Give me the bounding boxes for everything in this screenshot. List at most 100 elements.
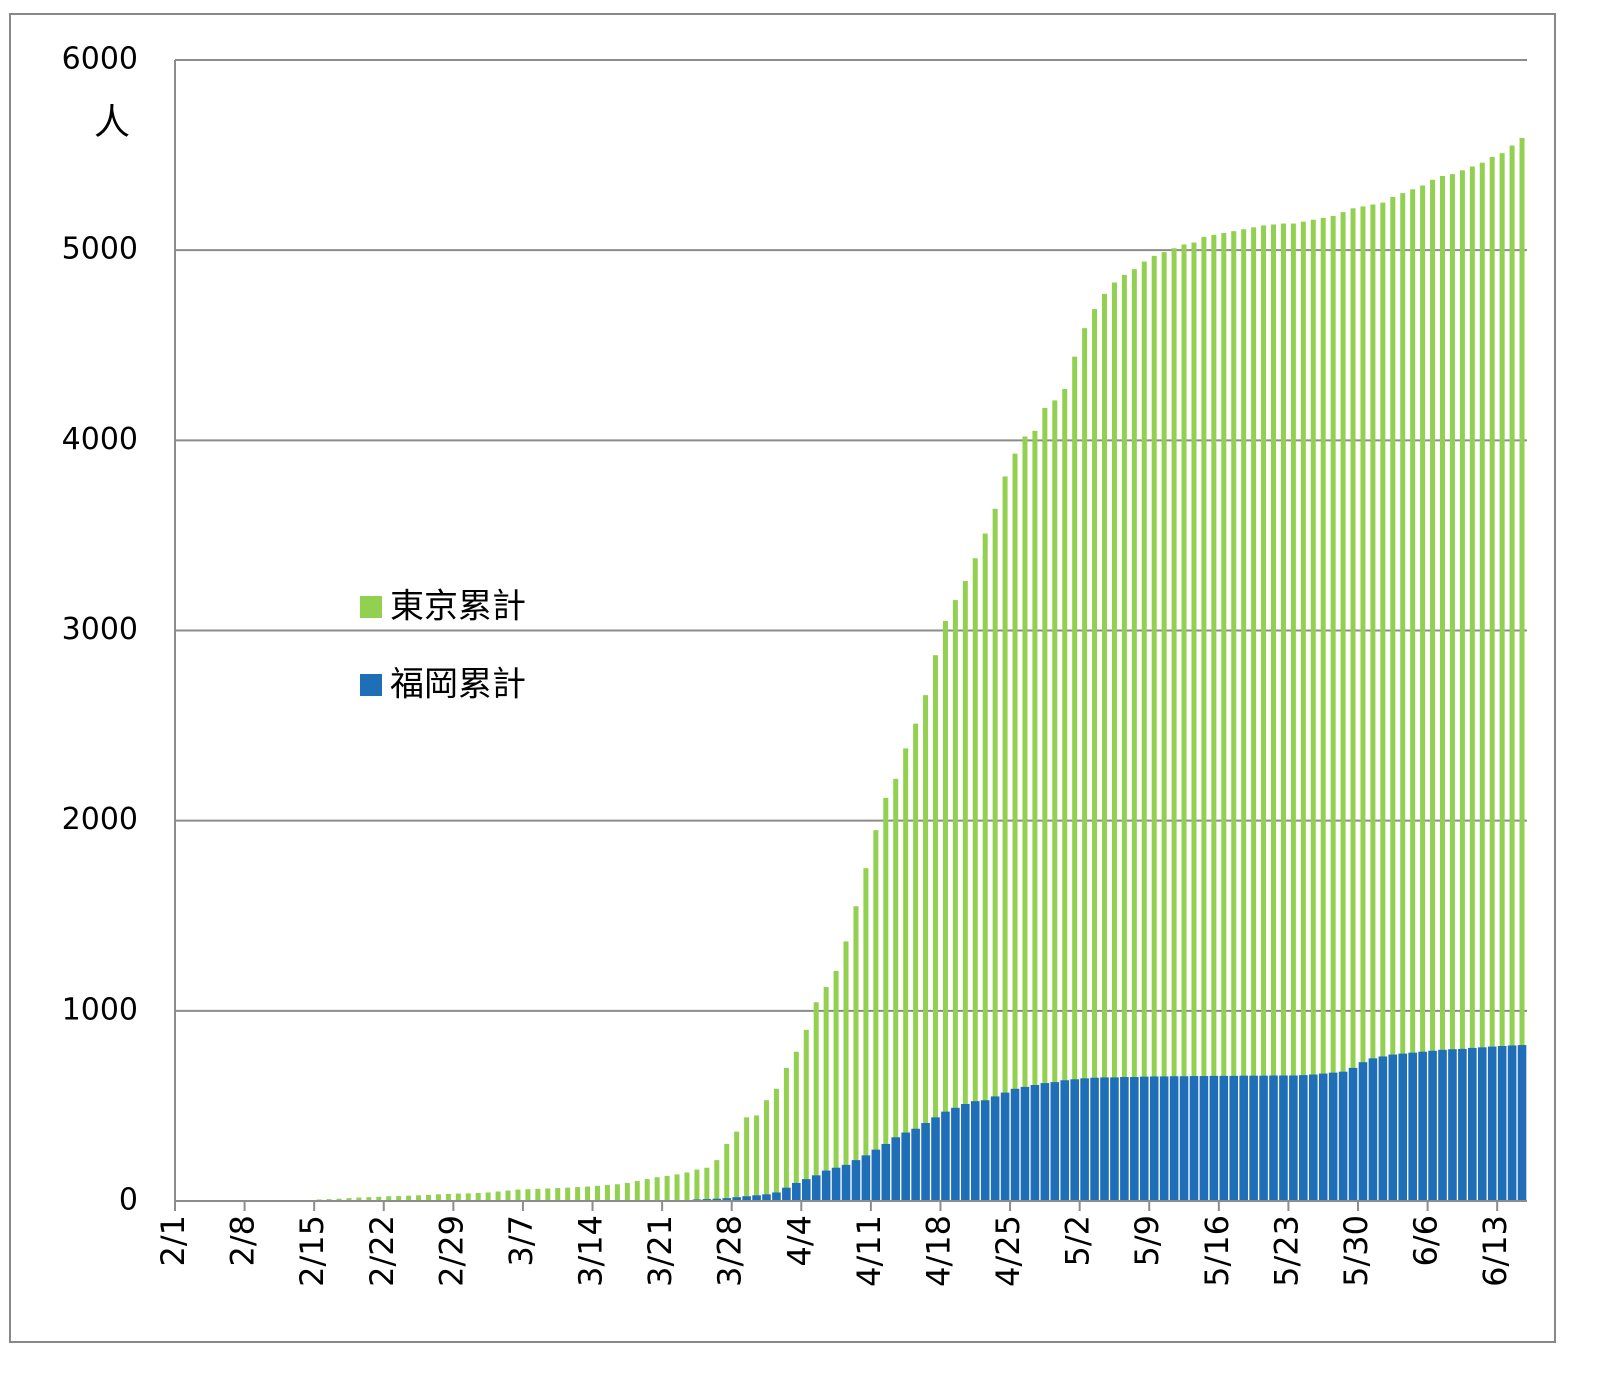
bar (972, 558, 978, 1201)
y-unit: 人 (94, 102, 130, 143)
bar (1000, 1092, 1010, 1201)
bar (1121, 274, 1127, 1202)
bar (1141, 261, 1147, 1201)
legend-label: 東京累計 (390, 587, 526, 627)
bar (1348, 1067, 1358, 1201)
bar (1469, 166, 1475, 1202)
bar (734, 1131, 740, 1201)
bar (684, 1172, 690, 1201)
bar (1280, 223, 1286, 1201)
bar (1458, 1048, 1467, 1201)
bar (754, 1115, 760, 1201)
y-tick-label: 1000 (62, 992, 138, 1027)
bar (942, 620, 948, 1201)
bar (1139, 1076, 1149, 1201)
bar (1052, 400, 1058, 1202)
bar (1100, 1077, 1109, 1201)
bar (772, 1192, 781, 1201)
bar (1410, 189, 1416, 1201)
bar (752, 1195, 761, 1201)
bar (1398, 1053, 1408, 1201)
bar (893, 778, 899, 1201)
bar (831, 1167, 841, 1201)
bar (1368, 1058, 1378, 1201)
bar (933, 655, 938, 1201)
y-tick-label: 6000 (62, 42, 138, 77)
bar (1300, 221, 1306, 1201)
bar (535, 1188, 541, 1201)
bar (545, 1188, 551, 1201)
bar (901, 1132, 910, 1201)
bar (823, 987, 829, 1201)
x-tick-label: 4/4 (780, 1215, 818, 1267)
bar (1151, 255, 1157, 1201)
bar (1042, 408, 1048, 1201)
bar (1360, 206, 1366, 1201)
bar (1241, 229, 1247, 1201)
bar (356, 1197, 362, 1201)
bar (941, 1111, 950, 1201)
bar (1020, 1086, 1030, 1201)
bar (1517, 1045, 1527, 1201)
x-tick-label: 2/1 (154, 1215, 192, 1267)
bar (1060, 1080, 1070, 1201)
bar (1199, 1076, 1209, 1201)
bar (1130, 1077, 1139, 1201)
bar (732, 1197, 741, 1201)
bar (843, 941, 849, 1201)
bar (515, 1189, 521, 1201)
bar (1002, 476, 1008, 1202)
bar (704, 1167, 710, 1201)
bar (1509, 145, 1515, 1202)
x-tick-label: 6/13 (1476, 1215, 1514, 1287)
bar (1408, 1052, 1417, 1201)
bar (1507, 1045, 1517, 1201)
bar (1092, 309, 1098, 1201)
bar (644, 1179, 650, 1201)
bar (624, 1182, 630, 1201)
bar (1189, 1076, 1199, 1201)
bar (1489, 156, 1495, 1202)
bar (1251, 227, 1257, 1201)
bar (811, 1175, 821, 1201)
bar (1497, 1046, 1507, 1201)
bar (873, 830, 879, 1201)
bar (664, 1175, 670, 1201)
bar (970, 1101, 980, 1201)
bar (1261, 225, 1267, 1201)
bar (982, 533, 988, 1201)
bar (1050, 1082, 1060, 1201)
bar (1330, 215, 1336, 1202)
bar (1290, 223, 1296, 1201)
bar (525, 1189, 531, 1201)
bar (1328, 1072, 1338, 1201)
x-tick-label: 6/6 (1407, 1215, 1445, 1267)
bar (1171, 248, 1177, 1201)
x-tick-label: 3/28 (711, 1215, 749, 1287)
bar (782, 1187, 791, 1201)
bar (1219, 1075, 1229, 1201)
bar (1477, 1047, 1487, 1201)
bar (1340, 212, 1346, 1202)
bar (1400, 193, 1406, 1201)
bar (1082, 328, 1088, 1201)
bar (445, 1193, 451, 1201)
bar (575, 1187, 581, 1201)
x-tick-label: 5/30 (1337, 1215, 1375, 1287)
bar (634, 1181, 640, 1201)
bar (1418, 1051, 1427, 1201)
bar (801, 1179, 811, 1201)
bar (773, 1088, 779, 1201)
legend-label: 福岡累計 (390, 665, 526, 705)
bar (1221, 233, 1227, 1202)
bar (694, 1169, 700, 1201)
bar (1201, 236, 1207, 1202)
bar (1449, 174, 1455, 1202)
bar (1519, 137, 1525, 1201)
bar (386, 1196, 392, 1201)
bar (366, 1197, 372, 1201)
bar (1012, 453, 1018, 1201)
bar (1318, 1073, 1328, 1201)
bar (1191, 242, 1197, 1201)
